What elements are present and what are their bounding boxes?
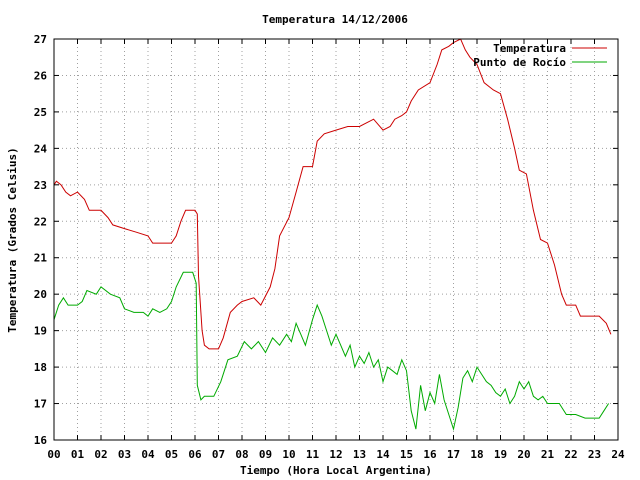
y-tick-label: 27 xyxy=(34,33,47,46)
x-tick-label: 10 xyxy=(282,448,295,461)
x-tick-label: 13 xyxy=(353,448,366,461)
y-tick-label: 25 xyxy=(34,106,47,119)
x-tick-label: 23 xyxy=(588,448,601,461)
y-tick-label: 23 xyxy=(34,179,47,192)
grid xyxy=(54,39,618,440)
legend-label: Temperatura xyxy=(493,42,566,55)
x-tick-label: 05 xyxy=(165,448,178,461)
x-tick-label: 15 xyxy=(400,448,413,461)
x-axis-label: Tiempo (Hora Local Argentina) xyxy=(240,464,432,477)
x-tick-label: 11 xyxy=(306,448,320,461)
x-axis: 00 01 02 03 04 05 06 07 08 09 10 11 12 13 14 15 16 17 18 19… xyxy=(47,39,625,461)
x-tick-label: 18 xyxy=(470,448,483,461)
x-tick-label: 22 xyxy=(564,448,577,461)
x-tick-label: 20 xyxy=(517,448,530,461)
x-tick-label: 01 xyxy=(71,448,85,461)
series-layer xyxy=(53,38,612,432)
x-tick-label: 06 xyxy=(188,448,202,461)
y-tick-label: 26 xyxy=(34,69,48,82)
legend-label: Punto de Rocío xyxy=(473,56,566,69)
x-tick-label: 03 xyxy=(118,448,131,461)
x-tick-label: 02 xyxy=(94,448,107,461)
y-tick-label: 16 xyxy=(34,434,48,447)
series-line-punto-de-roc-o xyxy=(53,271,610,432)
x-tick-label: 08 xyxy=(235,448,248,461)
series-line-temperatura xyxy=(53,38,612,350)
y-tick-label: 21 xyxy=(34,252,48,265)
x-tick-label: 14 xyxy=(376,448,390,461)
x-tick-label: 17 xyxy=(447,448,460,461)
x-tick-label: 04 xyxy=(141,448,155,461)
chart-title: Temperatura 14/12/2006 xyxy=(262,13,408,26)
x-tick-label: 12 xyxy=(329,448,342,461)
y-axis-label: Temperatura (Grados Celsius) xyxy=(6,147,19,332)
x-tick-label: 07 xyxy=(212,448,225,461)
y-tick-label: 22 xyxy=(34,215,47,228)
x-tick-label: 19 xyxy=(494,448,507,461)
y-tick-label: 20 xyxy=(34,288,47,301)
x-tick-label: 09 xyxy=(259,448,272,461)
y-axis: 16 17 18 19 20 21 22 23 24 25 26 27 xyxy=(34,33,618,447)
y-tick-label: 19 xyxy=(34,325,47,338)
y-tick-label: 18 xyxy=(34,361,47,374)
x-tick-label: 00 xyxy=(47,448,60,461)
y-tick-label: 17 xyxy=(34,398,47,411)
x-tick-label: 24 xyxy=(611,448,625,461)
x-tick-label: 16 xyxy=(423,448,437,461)
y-tick-label: 24 xyxy=(34,142,48,155)
x-tick-label: 21 xyxy=(541,448,555,461)
